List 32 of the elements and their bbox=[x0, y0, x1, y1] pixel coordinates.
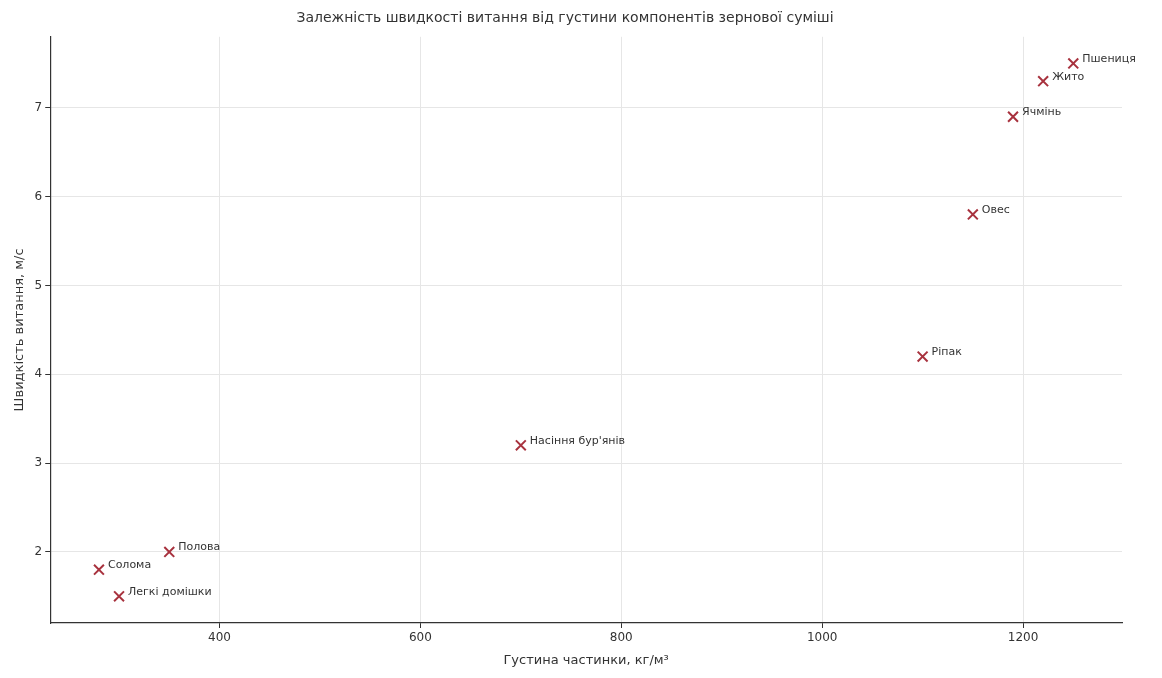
x-tick-label: 1000 bbox=[806, 630, 838, 645]
point bbox=[1037, 75, 1050, 88]
annotation: Ріпак bbox=[931, 344, 963, 358]
annotation: Жито bbox=[1052, 69, 1085, 83]
y-tick-label: 3 bbox=[34, 455, 43, 470]
point bbox=[113, 590, 125, 603]
annotation: Пшениця bbox=[1082, 51, 1136, 65]
point bbox=[514, 439, 527, 452]
annotation: Насіння бур'янів bbox=[529, 433, 626, 447]
y-axis-title: Швидкість витання, м/с bbox=[11, 248, 27, 412]
point bbox=[1067, 57, 1080, 70]
point bbox=[1007, 110, 1019, 123]
y-tick-label: 5 bbox=[34, 277, 43, 292]
point bbox=[916, 350, 929, 363]
point bbox=[163, 546, 176, 558]
annotation: Овес bbox=[981, 202, 1010, 216]
x-tick-label: 600 bbox=[408, 630, 432, 645]
chart-title: Залежність швидкості витання від густини компонентів зернової суміші bbox=[296, 9, 834, 26]
annotation: Ячмінь bbox=[1022, 105, 1062, 119]
x-tick-label: 400 bbox=[208, 630, 231, 645]
x-tick-label: 1200 bbox=[1007, 630, 1039, 645]
y-tick-label: 7 bbox=[34, 99, 43, 114]
y-tick-label: 4 bbox=[34, 366, 43, 381]
annotation: Солома bbox=[107, 558, 152, 572]
y-tick-label: 2 bbox=[34, 544, 43, 559]
point bbox=[966, 208, 979, 221]
y-tick-label: 6 bbox=[34, 188, 43, 203]
annotation: Легкі домішки bbox=[128, 584, 212, 598]
annotation: Полова bbox=[178, 540, 221, 554]
x-tick-label: 800 bbox=[609, 630, 633, 645]
x-axis-title: Густина частинки, кг/м³ bbox=[503, 651, 669, 667]
point bbox=[93, 563, 105, 576]
